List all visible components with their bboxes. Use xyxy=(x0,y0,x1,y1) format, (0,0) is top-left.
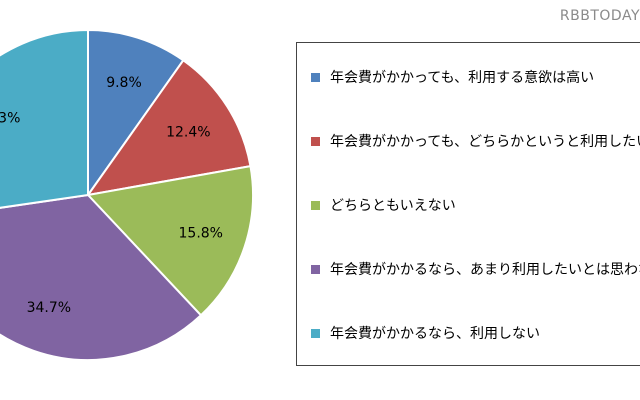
legend-swatch-1 xyxy=(311,72,320,82)
pie-slice-3 xyxy=(86,164,254,317)
slice-data-label-3: 15.8% xyxy=(179,225,223,241)
legend-label-2: 年会費がかかっても、どちらかというと利用したい xyxy=(330,134,640,150)
pie-slice-5 xyxy=(0,28,89,209)
legend-swatch-3 xyxy=(311,200,320,210)
slice-data-label-2: 12.4% xyxy=(166,124,210,140)
legend-label-4: 年会費がかかるなら、あまり利用したいとは思わない xyxy=(330,262,640,278)
slice-data-label-4: 34.7% xyxy=(27,300,71,316)
slice-data-label-1: 9.8% xyxy=(106,75,142,91)
legend-swatch-5 xyxy=(311,328,320,338)
watermark: RBBTODAY xyxy=(559,8,640,24)
legend: 年会費がかかっても、利用する意欲は高い 年会費がかかっても、どちらかというと利用… xyxy=(296,42,640,366)
legend-item-2: 年会費がかかっても、どちらかというと利用したい xyxy=(311,131,640,151)
legend-item-1: 年会費がかかっても、利用する意欲は高い xyxy=(311,67,594,87)
legend-item-4: 年会費がかかるなら、あまり利用したいとは思わない xyxy=(311,259,640,279)
legend-item-5: 年会費がかかるなら、利用しない xyxy=(311,323,540,343)
legend-swatch-4 xyxy=(311,264,320,274)
legend-label-1: 年会費がかかっても、利用する意欲は高い xyxy=(330,70,595,86)
pie-slice-4 xyxy=(0,193,203,361)
legend-label-3: どちらともいえない xyxy=(330,198,456,214)
pie-slice-2 xyxy=(85,58,252,197)
slice-data-label-5: 27.3% xyxy=(0,110,20,126)
legend-item-3: どちらともいえない xyxy=(311,195,456,215)
legend-swatch-2 xyxy=(311,136,320,146)
legend-label-5: 年会費がかかるなら、利用しない xyxy=(330,326,540,342)
pie-slice-1 xyxy=(87,28,185,199)
